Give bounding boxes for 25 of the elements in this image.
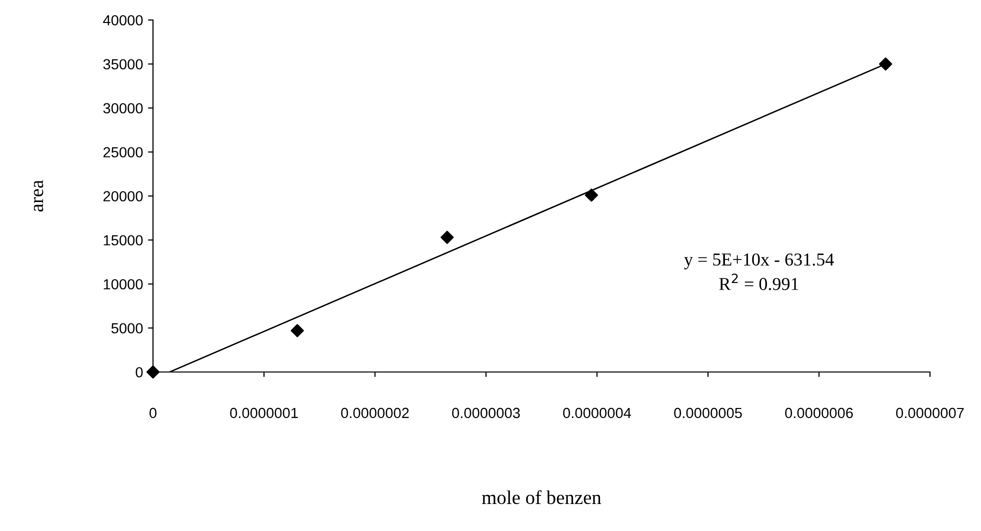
y-axis-title: area	[34, 180, 44, 212]
point	[584, 188, 598, 202]
annotation: y = 5E+10x - 631.54 R$^{2}$ = 0.991	[684, 253, 834, 290]
x-tick-label: 0.0000002	[341, 408, 409, 418]
y-tick-label: 40000	[103, 15, 143, 26]
point	[290, 324, 304, 338]
y-tick-label: 10000	[104, 279, 143, 290]
x-tick-label: 0.0000001	[230, 408, 298, 418]
x-axis-title: mole of benzen	[482, 490, 602, 504]
x-tick-label: 0.0000007	[896, 408, 964, 418]
y-tick-label: 5000	[111, 323, 143, 334]
y-tick-label: 25000	[103, 147, 143, 158]
x-tick-label: 0.0000003	[452, 408, 520, 418]
x-tick-label: 0.0000005	[674, 408, 742, 418]
point	[146, 365, 160, 379]
x-tick-label: 0.0000004	[563, 408, 632, 418]
y-tick-label: 0	[136, 367, 143, 378]
point	[879, 57, 892, 71]
x-tick-label: 0	[150, 408, 156, 418]
x-tick-label: 0.0000006	[785, 408, 853, 418]
y-tick-label: 35000	[103, 59, 143, 70]
point	[440, 230, 454, 244]
y-tick-label: 20000	[103, 191, 143, 202]
y-tick-label: 15000	[104, 235, 143, 246]
y-tick-label: 30000	[103, 103, 143, 114]
